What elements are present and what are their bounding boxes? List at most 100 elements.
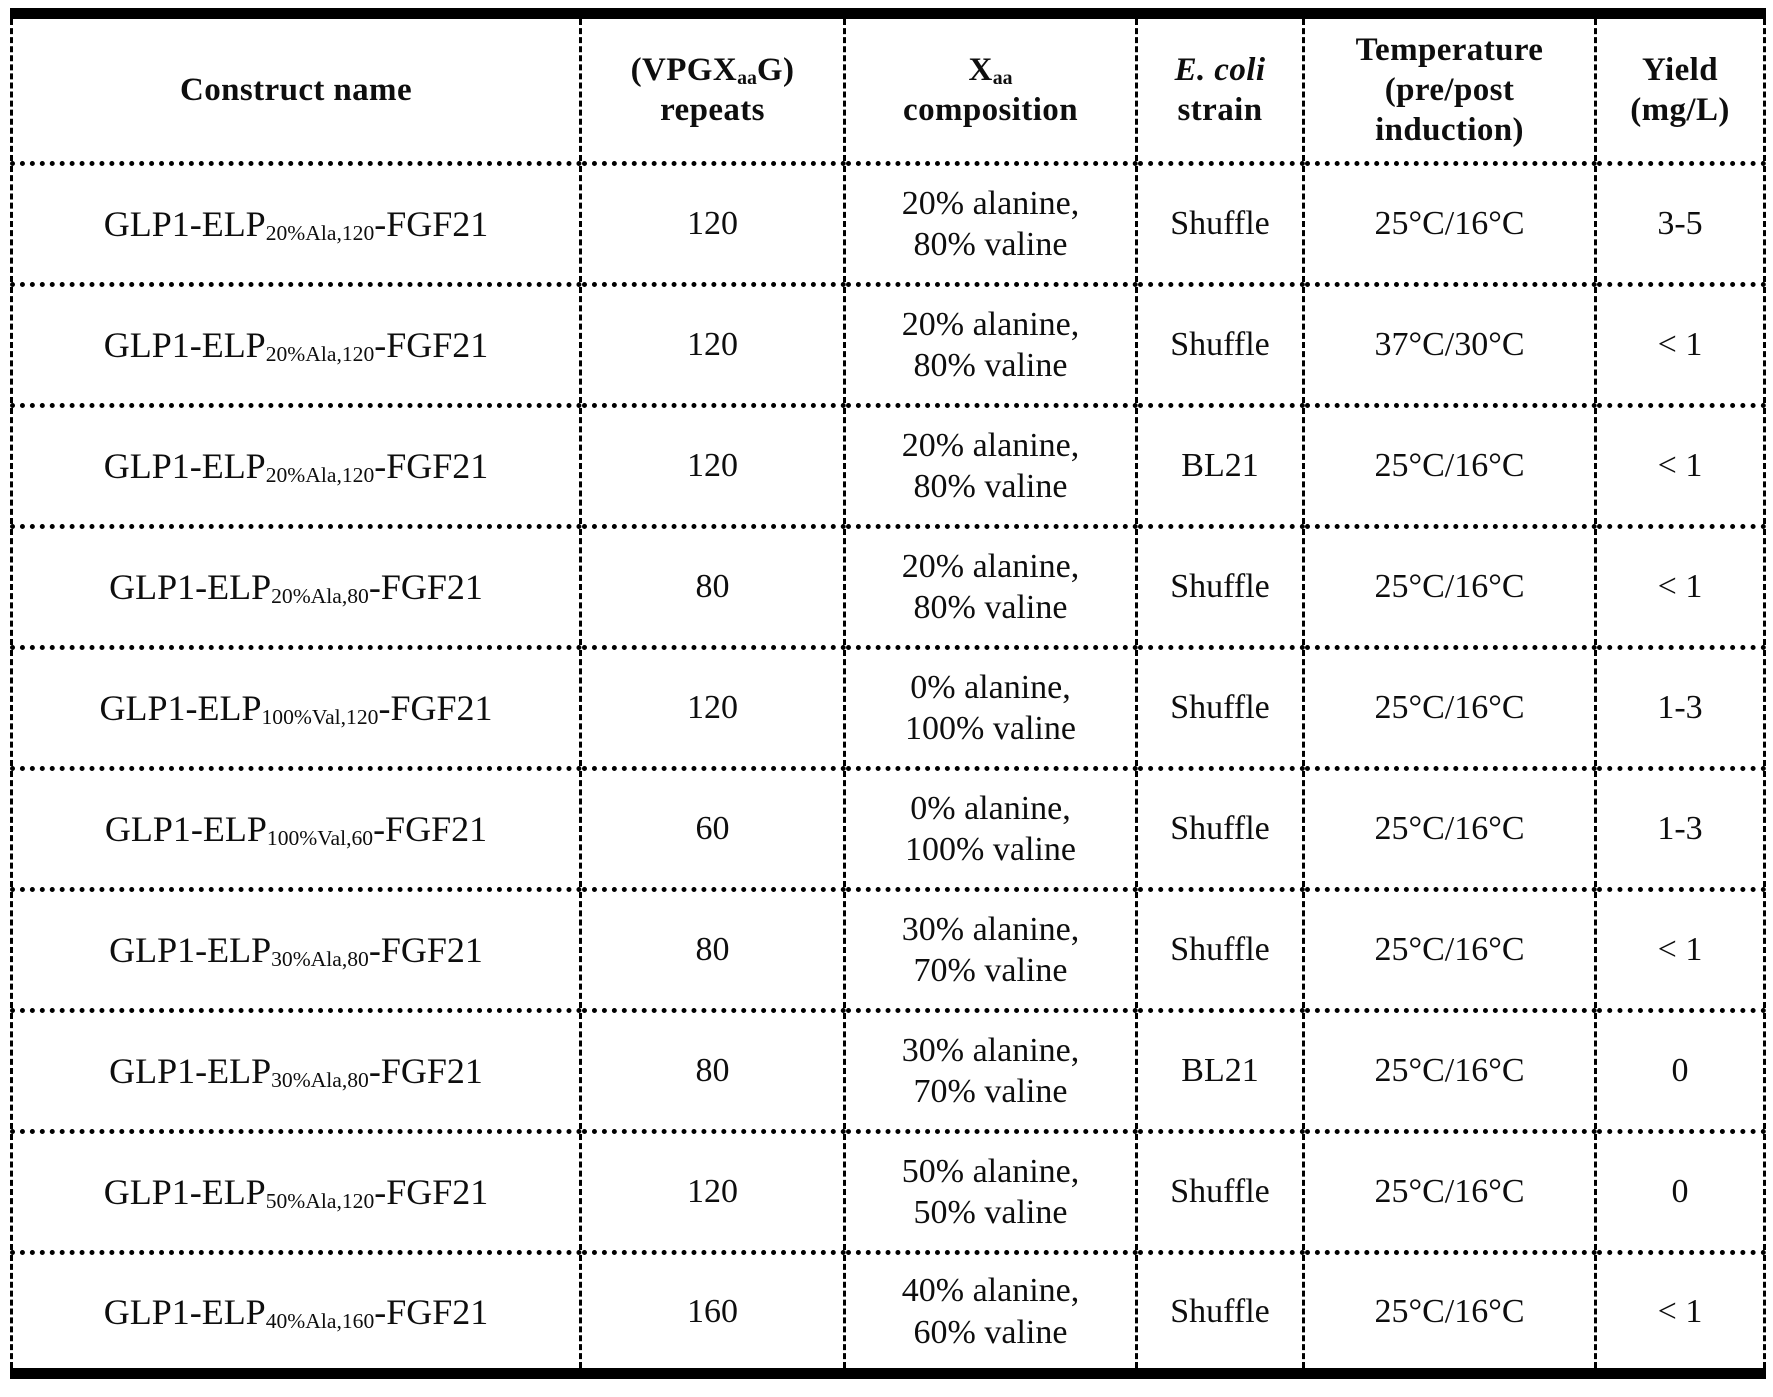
cell-composition: 30% alanine, 70% valine [843,1008,1138,1134]
header-row: Construct name (VPGXaaG) repeats Xaa com… [10,11,1766,166]
table-row: GLP1-ELP50%Ala,120-FGF21 120 50% alanine… [10,1129,1766,1255]
cell-yield: 0 [1594,1008,1766,1134]
header-strain-species: E. coli [1174,51,1266,88]
cell-repeats: 120 [579,282,846,408]
header-repeats-label: repeats [660,92,765,128]
cell-strain: Shuffle [1135,524,1305,650]
cell-temperature: 25°C/16°C [1302,1250,1597,1376]
cell-repeats: 120 [579,645,846,771]
table-row: GLP1-ELP30%Ala,80-FGF21 80 30% alanine, 7… [10,887,1766,1013]
cell-yield: < 1 [1594,403,1766,529]
construct-subscript: 30%Ala,80 [271,947,369,972]
table-row: GLP1-ELP20%Ala,120-FGF21 120 20% alanine… [10,403,1766,529]
header-composition-symbol: Xaa [968,51,1013,89]
cell-composition: 20% alanine, 80% valine [843,524,1138,650]
cell-composition: 20% alanine, 80% valine [843,403,1138,529]
construct-name: GLP1-ELP50%Ala,120-FGF21 [103,1172,489,1214]
cell-temperature: 25°C/16°C [1302,524,1597,650]
cell-repeats: 80 [579,1008,846,1134]
cell-construct-name: GLP1-ELP50%Ala,120-FGF21 [10,1129,582,1255]
construct-subscript: 20%Ala,120 [265,463,375,488]
table-row: GLP1-ELP20%Ala,120-FGF21 120 20% alanine… [10,161,1766,287]
cell-yield: < 1 [1594,282,1766,408]
subscript-aa: aa [737,66,757,89]
cell-strain: Shuffle [1135,161,1305,287]
cell-composition: 50% alanine, 50% valine [843,1129,1138,1255]
header-composition: Xaa composition [843,11,1138,166]
construct-name: GLP1-ELP20%Ala,120-FGF21 [103,325,489,367]
header-yield: Yield (mg/L) [1594,11,1766,166]
cell-yield: < 1 [1594,524,1766,650]
construct-subscript: 40%Ala,160 [265,1308,375,1333]
construct-name: GLP1-ELP40%Ala,160-FGF21 [103,1291,489,1333]
cell-construct-name: GLP1-ELP20%Ala,80-FGF21 [10,524,582,650]
cell-composition: 20% alanine, 80% valine [843,161,1138,287]
construct-name: GLP1-ELP20%Ala,120-FGF21 [103,204,489,246]
construct-name: GLP1-ELP100%Val,120-FGF21 [99,688,493,730]
construct-subscript: 100%Val,60 [266,826,374,851]
cell-repeats: 80 [579,524,846,650]
cell-temperature: 25°C/16°C [1302,1129,1597,1255]
construct-subscript: 50%Ala,120 [265,1189,375,1214]
cell-temperature: 25°C/16°C [1302,1008,1597,1134]
cell-construct-name: GLP1-ELP100%Val,60-FGF21 [10,766,582,892]
cell-construct-name: GLP1-ELP30%Ala,80-FGF21 [10,887,582,1013]
cell-composition: 0% alanine, 100% valine [843,766,1138,892]
cell-temperature: 25°C/16°C [1302,766,1597,892]
cell-temperature: 37°C/30°C [1302,282,1597,408]
table-row: GLP1-ELP40%Ala,160-FGF21 160 40% alanine… [10,1250,1766,1376]
cell-repeats: 160 [579,1250,846,1376]
cell-construct-name: GLP1-ELP20%Ala,120-FGF21 [10,161,582,287]
header-strain-label: strain [1177,92,1263,128]
construct-subscript: 30%Ala,80 [271,1068,369,1093]
cell-strain: Shuffle [1135,766,1305,892]
cell-strain: Shuffle [1135,282,1305,408]
cell-construct-name: GLP1-ELP20%Ala,120-FGF21 [10,403,582,529]
construct-subscript: 100%Val,120 [261,705,379,730]
construct-name: GLP1-ELP100%Val,60-FGF21 [104,809,488,851]
cell-construct-name: GLP1-ELP40%Ala,160-FGF21 [10,1250,582,1376]
cell-strain: BL21 [1135,403,1305,529]
table-row: GLP1-ELP20%Ala,80-FGF21 80 20% alanine, 8… [10,524,1766,650]
cell-yield: < 1 [1594,1250,1766,1376]
header-repeats: (VPGXaaG) repeats [579,11,846,166]
construct-yield-table: Construct name (VPGXaaG) repeats Xaa com… [10,8,1766,1379]
cell-strain: Shuffle [1135,645,1305,771]
header-strain: E. coli strain [1135,11,1305,166]
cell-yield: < 1 [1594,887,1766,1013]
cell-construct-name: GLP1-ELP30%Ala,80-FGF21 [10,1008,582,1134]
header-repeats-formula: (VPGXaaG) [630,51,795,89]
construct-subscript: 20%Ala,120 [265,221,375,246]
construct-name: GLP1-ELP30%Ala,80-FGF21 [109,930,483,972]
cell-composition: 40% alanine, 60% valine [843,1250,1138,1376]
table-row: GLP1-ELP30%Ala,80-FGF21 80 30% alanine, 7… [10,1008,1766,1134]
table-row: GLP1-ELP100%Val,60-FGF21 60 0% alanine, 1… [10,766,1766,892]
subscript-aa: aa [992,66,1013,89]
header-construct-name: Construct name [10,11,582,166]
construct-name: GLP1-ELP20%Ala,120-FGF21 [103,446,489,488]
cell-temperature: 25°C/16°C [1302,887,1597,1013]
cell-repeats: 60 [579,766,846,892]
cell-strain: Shuffle [1135,1129,1305,1255]
cell-repeats: 120 [579,161,846,287]
cell-repeats: 120 [579,403,846,529]
cell-temperature: 25°C/16°C [1302,403,1597,529]
cell-repeats: 80 [579,887,846,1013]
cell-yield: 1-3 [1594,645,1766,771]
cell-construct-name: GLP1-ELP20%Ala,120-FGF21 [10,282,582,408]
cell-temperature: 25°C/16°C [1302,645,1597,771]
cell-strain: Shuffle [1135,887,1305,1013]
cell-yield: 3-5 [1594,161,1766,287]
construct-subscript: 20%Ala,80 [271,584,369,609]
cell-strain: Shuffle [1135,1250,1305,1376]
construct-name: GLP1-ELP30%Ala,80-FGF21 [109,1051,483,1093]
cell-composition: 30% alanine, 70% valine [843,887,1138,1013]
table-row: GLP1-ELP20%Ala,120-FGF21 120 20% alanine… [10,282,1766,408]
cell-temperature: 25°C/16°C [1302,161,1597,287]
cell-composition: 20% alanine, 80% valine [843,282,1138,408]
header-temperature: Temperature (pre/post induction) [1302,11,1597,166]
cell-repeats: 120 [579,1129,846,1255]
construct-subscript: 20%Ala,120 [265,342,375,367]
cell-yield: 1-3 [1594,766,1766,892]
construct-name: GLP1-ELP20%Ala,80-FGF21 [109,567,483,609]
